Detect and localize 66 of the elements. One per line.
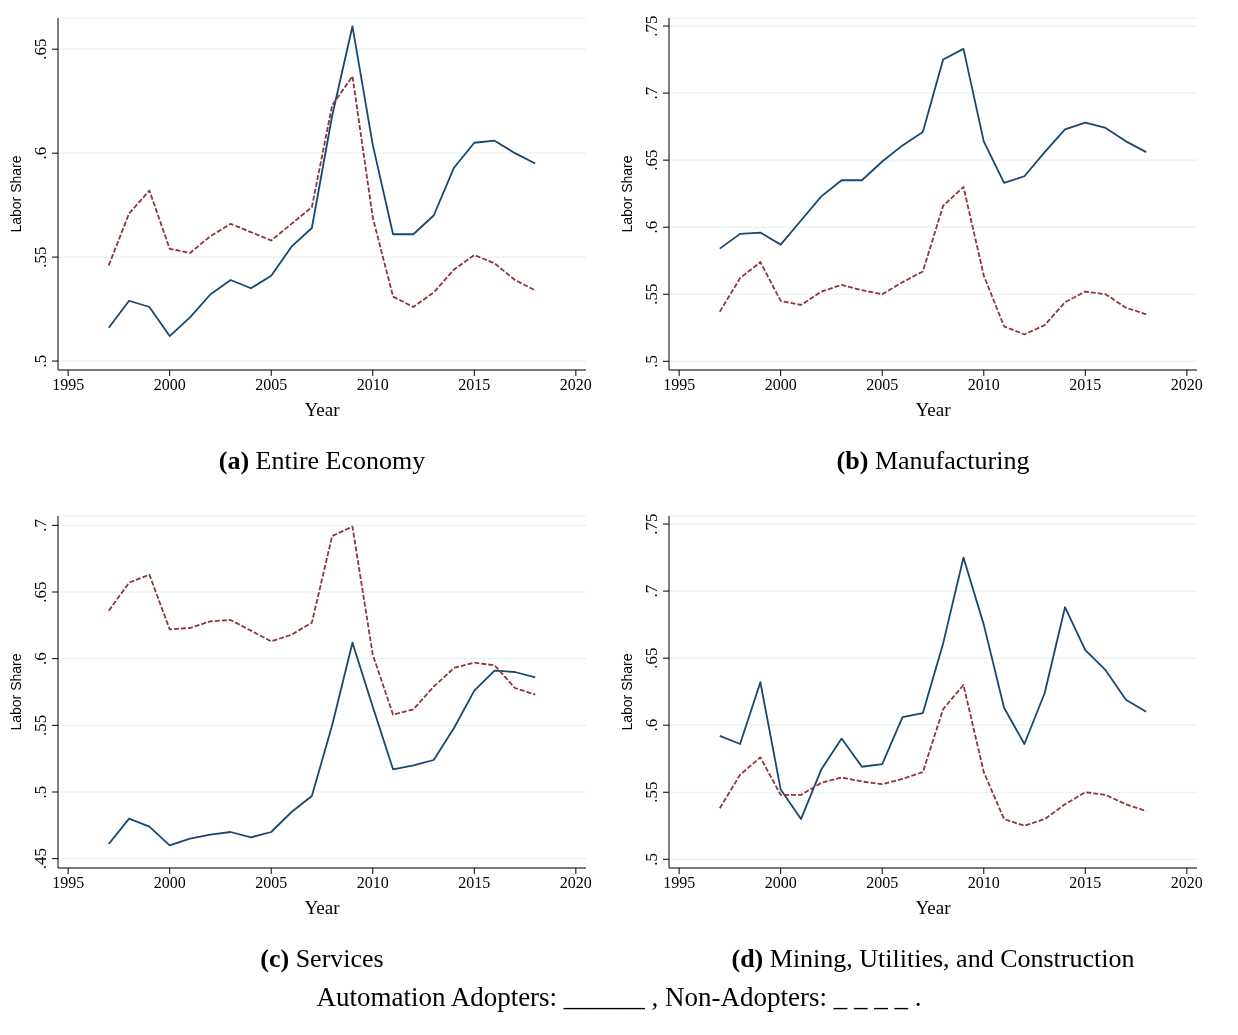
y-tick-label: .5 [642,852,661,866]
y-tick-label: .5 [31,785,50,799]
y-tick-label: .6 [642,220,661,234]
y-axis-title: Labor Share [618,155,635,233]
y-tick-label: .55 [31,714,50,736]
y-tick-label: .5 [31,354,50,368]
line-series [107,525,537,716]
y-tick-label: .65 [31,581,50,603]
line-series [718,186,1148,336]
y-tick-label: .55 [642,283,661,305]
text: (a) Entire Economy [217,446,427,476]
x-tick-label: 2020 [559,376,592,393]
x-tick-label: 2020 [559,874,592,891]
y-tick-label: .6 [642,718,661,732]
line-series [107,25,537,338]
y-axis-title: Labor Share [7,155,24,233]
text: (c) Services [259,944,385,974]
x-tick-label: 1995 [52,376,85,393]
y-tick-label: .7 [642,584,661,598]
x-tick-label: 2010 [356,376,389,393]
y-tick-label: .65 [31,38,50,60]
line-series [718,47,1148,250]
x-tick-label: 2005 [866,874,899,891]
y-tick-label: .6 [31,146,50,160]
x-tick-label: 2020 [1170,874,1203,891]
x-tick-label: 1995 [663,376,696,393]
y-axis-title: Labor Share [618,653,635,731]
x-tick-label: 2015 [458,874,491,891]
y-tick-label: .75 [642,513,661,535]
x-tick-label: 1995 [52,874,85,891]
x-tick-label: 2020 [1170,376,1203,393]
x-tick-label: 2015 [1069,376,1102,393]
x-tick-label: 2015 [1069,874,1102,891]
x-axis-title: Year [304,399,341,420]
y-tick-label: .7 [31,518,50,532]
line-series [718,556,1148,820]
y-tick-label: .45 [31,848,50,870]
y-tick-label: .65 [642,149,661,171]
x-tick-label: 2005 [255,376,288,393]
x-tick-label: 2000 [764,874,797,891]
y-tick-label: .55 [642,781,661,803]
y-tick-label: .65 [642,647,661,669]
x-tick-label: 2010 [967,874,1000,891]
y-axis-title: Labor Share [7,653,24,731]
x-axis-title: Year [915,897,952,918]
x-tick-label: 1995 [663,874,696,891]
y-tick-label: .5 [642,354,661,368]
line-series [107,75,537,308]
line-series [107,641,537,847]
text: (d) Mining, Utilities, and Construction [730,944,1136,974]
x-axis-title: Year [915,399,952,420]
y-tick-label: .6 [31,652,50,666]
y-tick-label: .75 [642,15,661,37]
x-tick-label: 2005 [866,376,899,393]
x-tick-label: 2015 [458,376,491,393]
x-tick-label: 2010 [356,874,389,891]
y-tick-label: .55 [31,246,50,268]
x-tick-label: 2010 [967,376,1000,393]
x-tick-label: 2000 [764,376,797,393]
x-tick-label: 2000 [153,874,186,891]
x-axis-title: Year [304,897,341,918]
text: Automation Adopters: ______ , Non-Adopters: _ _ _ _ . [315,982,923,1013]
x-tick-label: 2000 [153,376,186,393]
y-tick-label: .7 [642,86,661,100]
x-tick-label: 2005 [255,874,288,891]
text: (b) Manufacturing [835,446,1031,476]
